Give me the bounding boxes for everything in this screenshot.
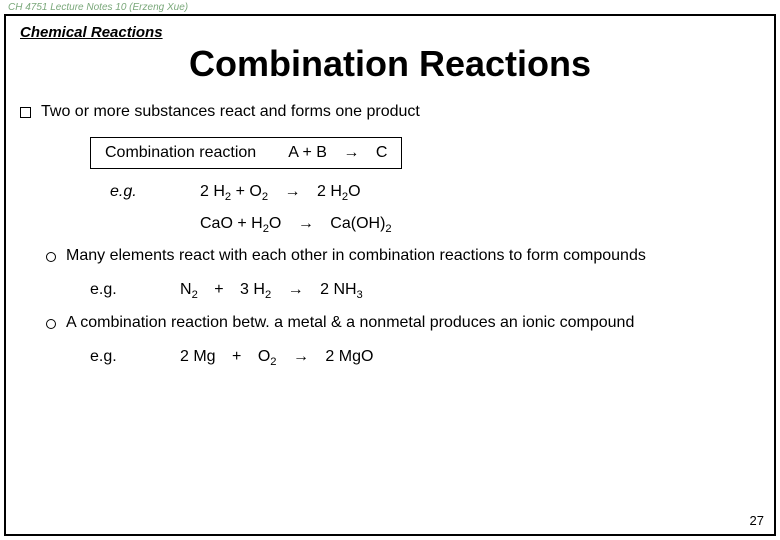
square-bullet-icon <box>20 107 31 118</box>
header-note: CH 4751 Lecture Notes 10 (Erzeng Xue) <box>8 2 188 13</box>
equation-2: CaO + H2O → Ca(OH)2 <box>200 215 392 235</box>
eg-label-plain: e.g. <box>90 281 180 301</box>
section-label: Chemical Reactions <box>20 24 760 41</box>
box-eq-left: A + B <box>288 144 327 161</box>
circle-bullet-icon <box>46 319 56 329</box>
arrow-icon: → <box>343 144 359 161</box>
box-eq-right: C <box>376 144 388 161</box>
example-row-3: e.g. N2 + 3 H2 → 2 NH3 <box>90 281 760 301</box>
equation-1: 2 H2 + O2 → 2 H2O <box>200 183 361 203</box>
sub-bullet-row-1: Many elements react with each other in c… <box>46 247 760 265</box>
example-row-1: e.g. 2 H2 + O2 → 2 H2O <box>110 183 760 203</box>
equation-3: N2 + 3 H2 → 2 NH3 <box>180 281 363 301</box>
eg-label-plain: e.g. <box>90 348 180 368</box>
circle-bullet-icon <box>46 252 56 262</box>
main-point-text: Two or more substances react and forms o… <box>41 103 420 121</box>
page-number: 27 <box>750 513 764 528</box>
example-row-4: e.g. 2 Mg + O2 → 2 MgO <box>90 348 760 368</box>
main-bullet-row: Two or more substances react and forms o… <box>20 103 760 121</box>
sub-point-1: Many elements react with each other in c… <box>66 247 646 265</box>
equation-4: 2 Mg + O2 → 2 MgO <box>180 348 373 368</box>
sub-point-2: A combination reaction betw. a metal & a… <box>66 314 634 332</box>
eg-label-blank <box>110 215 200 235</box>
slide-frame: Chemical Reactions Combination Reactions… <box>4 14 776 536</box>
definition-box: Combination reaction A + B → C <box>90 137 402 169</box>
box-label: Combination reaction <box>105 144 256 161</box>
example-row-2: CaO + H2O → Ca(OH)2 <box>110 215 760 235</box>
sub-bullet-row-2: A combination reaction betw. a metal & a… <box>46 314 760 332</box>
slide-title: Combination Reactions <box>20 43 760 85</box>
eg-label: e.g. <box>110 183 200 203</box>
